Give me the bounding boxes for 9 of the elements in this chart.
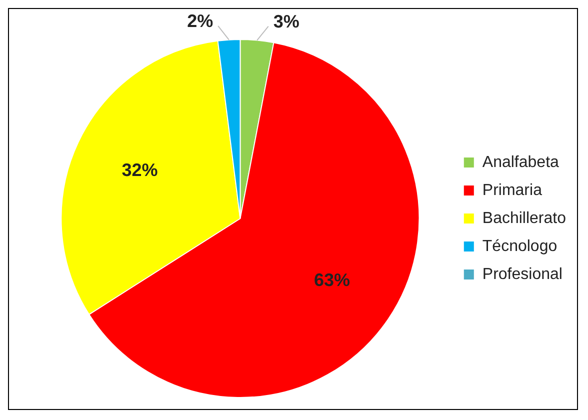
- legend-label: Analfabeta: [482, 154, 560, 171]
- data-label: 63%: [314, 270, 350, 290]
- legend-label: Profesional: [482, 266, 562, 283]
- data-label: 2%: [187, 10, 214, 31]
- legend-label: Bachillerato: [482, 210, 566, 227]
- data-label: 32%: [122, 160, 158, 180]
- data-label: 3%: [273, 11, 300, 32]
- legend-label: Primaria: [482, 182, 542, 199]
- legend-label: Técnologo: [482, 238, 558, 255]
